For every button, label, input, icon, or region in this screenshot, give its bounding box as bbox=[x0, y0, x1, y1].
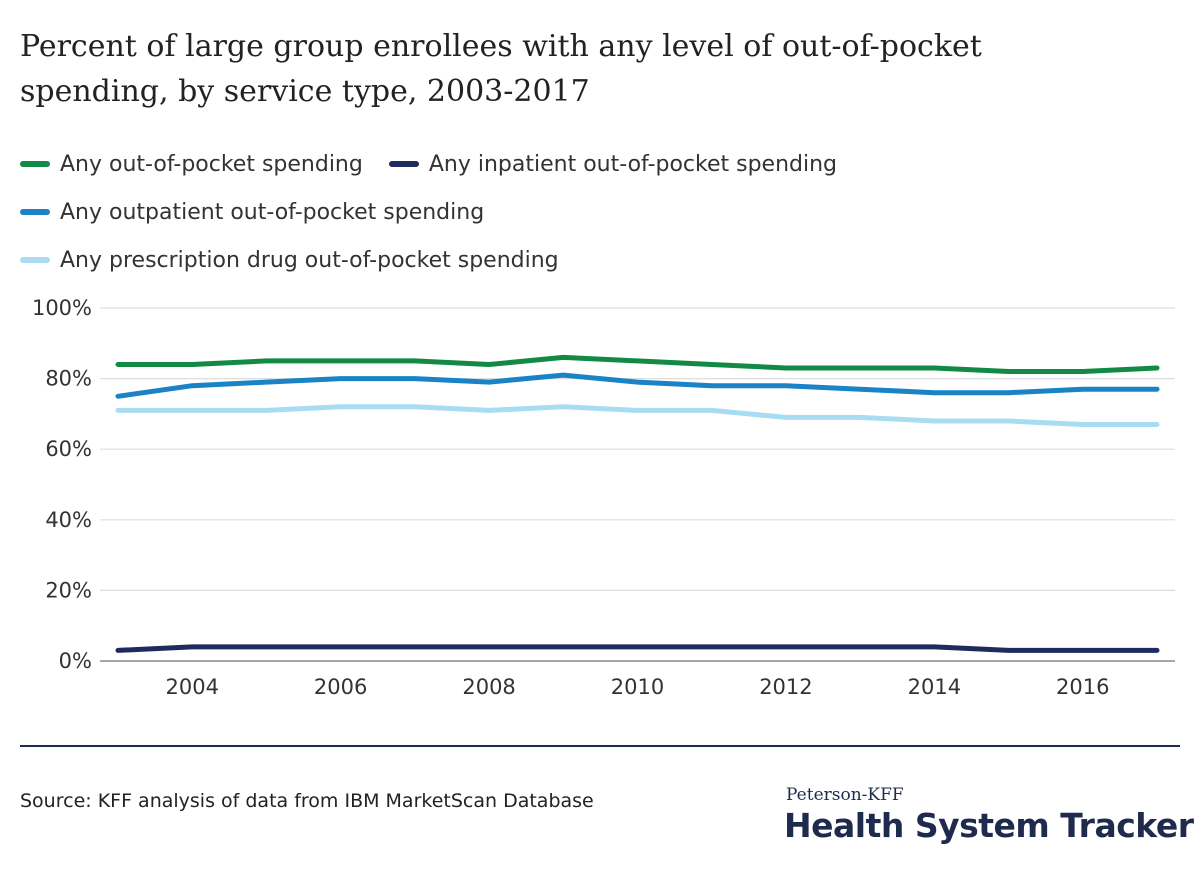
series-line bbox=[115, 372, 1160, 399]
x-tick-label: 2016 bbox=[1056, 675, 1109, 699]
series-line bbox=[115, 354, 1160, 374]
x-tick-label: 2014 bbox=[908, 675, 961, 699]
y-tick-label: 20% bbox=[45, 578, 92, 602]
y-tick-label: 60% bbox=[45, 437, 92, 461]
x-tick-label: 2010 bbox=[611, 675, 664, 699]
legend-row: Any outpatient out-of-pocket spending bbox=[20, 188, 1180, 236]
legend-item: Any out-of-pocket spending bbox=[20, 152, 363, 177]
x-tick-label: 2008 bbox=[462, 675, 515, 699]
x-tick-label: 2006 bbox=[314, 675, 367, 699]
legend-item: Any prescription drug out-of-pocket spen… bbox=[20, 248, 559, 273]
y-tick-label: 0% bbox=[59, 649, 92, 673]
legend-label: Any inpatient out-of-pocket spending bbox=[428, 151, 838, 177]
legend-swatch bbox=[20, 257, 50, 263]
brand-kicker: Peterson-KFF bbox=[786, 785, 904, 805]
source-note: Source: KFF analysis of data from IBM Ma… bbox=[20, 790, 594, 812]
legend-row: Any out-of-pocket spending Any inpatient … bbox=[20, 140, 1180, 188]
brand-logo: Health System Tracker bbox=[784, 806, 1194, 845]
y-tick-label: 100% bbox=[32, 296, 92, 320]
series-line bbox=[115, 644, 1160, 653]
series-line bbox=[115, 404, 1160, 427]
legend-item: Any outpatient out-of-pocket spending bbox=[20, 200, 484, 225]
legend-label: Any outpatient out-of-pocket spending bbox=[60, 199, 485, 225]
legend-row: Any prescription drug out-of-pocket spen… bbox=[20, 236, 1180, 284]
legend-item: Any inpatient out-of-pocket spending bbox=[388, 151, 838, 177]
divider bbox=[20, 745, 1180, 747]
chart-legend: Any out-of-pocket spending Any inpatient … bbox=[20, 140, 1180, 284]
legend-label: Any prescription drug out-of-pocket spen… bbox=[60, 247, 559, 273]
y-tick-label: 40% bbox=[45, 508, 92, 532]
line-chart: 0% 20% 40% 60% 80% 100% 2004 2006 2008 2010 2012 20… bbox=[32, 296, 1175, 699]
legend-label: Any out-of-pocket spending bbox=[60, 151, 363, 177]
y-tick-label: 80% bbox=[45, 367, 92, 391]
chart-title: Percent of large group enrollees with an… bbox=[20, 29, 982, 109]
x-tick-label: 2012 bbox=[759, 675, 812, 699]
x-tick-label: 2004 bbox=[165, 675, 218, 699]
legend-swatch bbox=[20, 209, 50, 215]
legend-swatch bbox=[388, 161, 419, 167]
legend-swatch bbox=[20, 161, 50, 167]
